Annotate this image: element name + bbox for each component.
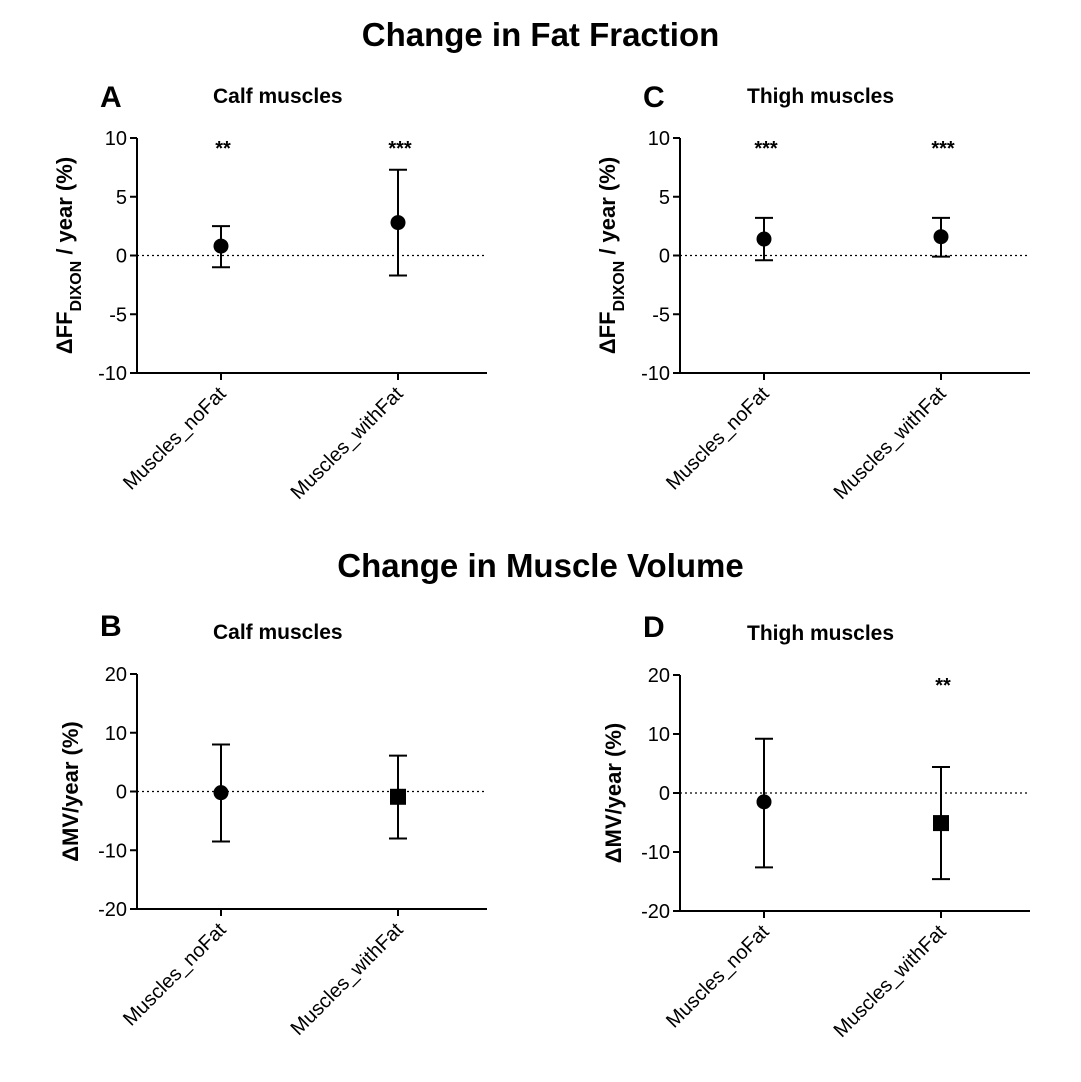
y-tick-label-b-3: -10: [98, 840, 127, 862]
y-axis-label-tail-c: / year (%): [595, 157, 620, 261]
x-category-label-b-1: Muscles_withFat: [287, 919, 408, 1040]
fat-fraction-title: Change in Fat Fraction: [361, 16, 720, 53]
y-axis-label-main-a: FF: [52, 311, 77, 338]
panel-subtitle-b: Calf muscles: [213, 621, 343, 644]
panel-letter-d: D: [643, 611, 665, 644]
y-axis-label-c: ΔFFDIXON / year (%): [595, 157, 628, 354]
y-tick-label-d-3: -10: [641, 842, 670, 864]
y-axis-label-d: ΔMV/year (%): [601, 723, 626, 864]
y-axis-label-a: ΔFFDIXON / year (%): [52, 157, 85, 354]
data-point-d-0: [756, 794, 772, 810]
x-category-label-d-0: Muscles_noFat: [662, 921, 774, 1033]
y-tick-label-b-4: -20: [98, 899, 127, 921]
y-axis-label-main-d: MV/year (%): [601, 723, 626, 848]
panel-subtitle-a: Calf muscles: [213, 85, 343, 108]
y-axis-label-main-b: MV/year (%): [58, 721, 83, 846]
y-axis-label-sub-a: DIXON: [68, 261, 85, 312]
panel-letter-a: A: [100, 81, 122, 114]
y-tick-label-a-2: 0: [116, 246, 127, 268]
data-point-a-0: [213, 238, 229, 254]
y-tick-label-b-0: 20: [105, 664, 127, 686]
muscle-volume-title: Change in Muscle Volume: [337, 547, 744, 584]
y-tick-label-b-2: 0: [116, 782, 127, 804]
panel-subtitle-d: Thigh muscles: [747, 622, 894, 645]
y-tick-label-b-1: 10: [105, 723, 127, 745]
y-axis-label-delta-b: Δ: [58, 846, 83, 862]
x-category-label-b-0: Muscles_noFat: [119, 919, 231, 1031]
significance-c-0: ***: [754, 138, 778, 160]
y-axis-label-delta-a: Δ: [52, 338, 77, 354]
y-tick-label-a-3: -5: [109, 304, 127, 326]
y-tick-label-d-2: 0: [659, 783, 670, 805]
significance-d-1: **: [935, 675, 951, 697]
y-tick-label-a-0: 10: [105, 128, 127, 150]
y-tick-label-d-0: 20: [648, 665, 670, 687]
panel-letter-c: C: [643, 81, 665, 114]
data-point-c-1: [933, 229, 949, 245]
x-category-label-a-0: Muscles_noFat: [119, 383, 231, 495]
data-point-a-1: [390, 215, 406, 231]
y-axis-label-main-c: FF: [595, 311, 620, 338]
y-axis-label-b: ΔMV/year (%): [58, 721, 83, 862]
y-axis-label-tail-a: / year (%): [52, 157, 77, 261]
y-axis-label-delta-d: Δ: [601, 847, 626, 863]
y-tick-label-c-3: -5: [652, 304, 670, 326]
y-axis-label-delta-c: Δ: [595, 338, 620, 354]
y-axis-label-sub-c: DIXON: [611, 261, 628, 312]
y-tick-label-a-1: 5: [116, 187, 127, 209]
panel-letter-b: B: [100, 610, 122, 643]
data-point-c-0: [756, 231, 772, 247]
y-tick-label-c-2: 0: [659, 246, 670, 268]
y-tick-label-a-4: -10: [98, 363, 127, 385]
panel-subtitle-c: Thigh muscles: [747, 85, 894, 108]
y-tick-label-c-1: 5: [659, 187, 670, 209]
data-point-d-1: [933, 815, 949, 832]
y-tick-label-d-4: -20: [641, 901, 670, 923]
significance-c-1: ***: [931, 138, 955, 160]
x-category-label-c-1: Muscles_withFat: [830, 383, 951, 504]
data-point-b-0: [213, 785, 229, 801]
x-category-label-d-1: Muscles_withFat: [830, 921, 951, 1042]
y-tick-label-c-4: -10: [641, 363, 670, 385]
y-tick-label-d-1: 10: [648, 724, 670, 746]
y-tick-label-c-0: 10: [648, 128, 670, 150]
x-category-label-a-1: Muscles_withFat: [287, 383, 408, 504]
significance-a-1: ***: [388, 138, 412, 160]
x-category-label-c-0: Muscles_noFat: [662, 383, 774, 495]
significance-a-0: **: [215, 138, 231, 160]
data-point-b-1: [390, 788, 406, 805]
